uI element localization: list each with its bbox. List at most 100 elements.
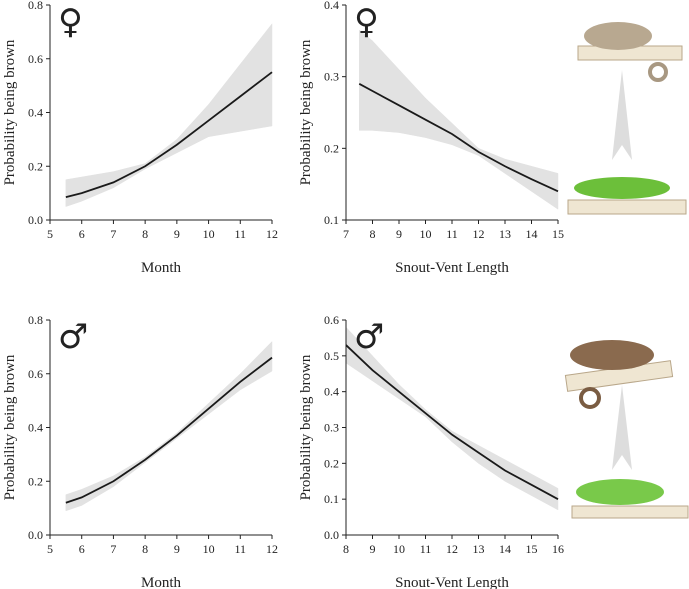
x-tick-label: 11 bbox=[446, 227, 458, 241]
y-axis-label: Probability being brown bbox=[2, 39, 18, 185]
confidence-band bbox=[425, 409, 453, 443]
x-tick-label: 7 bbox=[110, 227, 116, 241]
x-tick-label: 12 bbox=[266, 227, 278, 241]
sex-symbol: ♀ bbox=[58, 2, 83, 42]
confidence-band bbox=[65, 176, 82, 207]
y-tick-label: 0.5 bbox=[324, 349, 339, 363]
y-tick-label: 0.0 bbox=[28, 528, 43, 542]
chameleon-illustrations bbox=[564, 22, 689, 519]
confidence-band bbox=[113, 456, 146, 488]
y-tick-label: 0.6 bbox=[28, 52, 43, 66]
x-tick-label: 14 bbox=[526, 227, 538, 241]
confidence-band bbox=[478, 147, 506, 174]
confidence-band bbox=[398, 68, 426, 138]
y-axis-label: Probability being brown bbox=[298, 354, 314, 500]
x-tick-label: 13 bbox=[499, 227, 511, 241]
y-tick-label: 0.0 bbox=[324, 528, 339, 542]
confidence-band bbox=[478, 444, 506, 482]
x-tick-label: 11 bbox=[235, 542, 247, 556]
x-tick-label: 7 bbox=[110, 542, 116, 556]
confidence-band bbox=[144, 138, 178, 170]
y-tick-label: 0.1 bbox=[324, 213, 339, 227]
x-tick-label: 13 bbox=[473, 542, 485, 556]
y-tick-label: 0.4 bbox=[324, 385, 339, 399]
x-tick-label: 9 bbox=[174, 542, 180, 556]
x-tick-label: 15 bbox=[552, 227, 564, 241]
confidence-band bbox=[113, 163, 146, 189]
x-tick-label: 6 bbox=[79, 227, 85, 241]
x-tick-label: 12 bbox=[473, 227, 485, 241]
x-tick-label: 9 bbox=[370, 542, 376, 556]
chameleon-green bbox=[576, 479, 664, 505]
x-tick-label: 8 bbox=[142, 227, 148, 241]
confidence-band bbox=[451, 122, 479, 156]
ruler bbox=[571, 505, 689, 519]
chameleon-tail bbox=[648, 62, 668, 82]
x-tick-label: 11 bbox=[420, 542, 432, 556]
y-tick-label: 0.2 bbox=[324, 141, 339, 155]
x-tick-label: 10 bbox=[393, 542, 405, 556]
x-tick-label: 15 bbox=[526, 542, 538, 556]
confidence-band bbox=[240, 340, 273, 391]
confidence-band bbox=[451, 430, 479, 464]
y-tick-label: 0.4 bbox=[28, 421, 43, 435]
x-tick-label: 5 bbox=[47, 542, 53, 556]
y-tick-label: 0.2 bbox=[324, 456, 339, 470]
y-tick-label: 0.0 bbox=[28, 213, 43, 227]
x-tick-label: 7 bbox=[343, 227, 349, 241]
confidence-band bbox=[359, 29, 373, 131]
x-tick-label: 16 bbox=[552, 542, 564, 556]
confidence-band bbox=[176, 402, 209, 439]
x-tick-label: 9 bbox=[174, 227, 180, 241]
confidence-band bbox=[81, 475, 114, 506]
x-axis-label: Month bbox=[141, 260, 182, 276]
chameleon-brown bbox=[570, 340, 654, 370]
sex-symbol: ♂ bbox=[58, 317, 88, 357]
x-tick-label: 8 bbox=[343, 542, 349, 556]
x-axis-label: Snout-Vent Length bbox=[395, 575, 509, 589]
y-tick-label: 0.4 bbox=[28, 106, 43, 120]
x-tick-label: 10 bbox=[203, 542, 215, 556]
arrow bbox=[612, 70, 632, 160]
y-tick-label: 0.2 bbox=[28, 474, 43, 488]
confidence-band bbox=[531, 165, 559, 210]
line bbox=[358, 83, 559, 193]
arrow bbox=[612, 385, 632, 470]
sex-symbol: ♂ bbox=[354, 317, 384, 357]
y-axis-label: Probability being brown bbox=[2, 354, 18, 500]
y-tick-label: 0.2 bbox=[28, 159, 43, 173]
x-tick-label: 10 bbox=[420, 227, 432, 241]
line bbox=[65, 356, 273, 504]
chameleon-green bbox=[574, 177, 670, 199]
x-axis-label: Month bbox=[141, 575, 182, 589]
y-axis-label: Probability being brown bbox=[298, 39, 314, 185]
line bbox=[65, 71, 273, 199]
confidence-band bbox=[208, 373, 241, 415]
x-tick-label: 12 bbox=[446, 542, 458, 556]
x-axis-label: Snout-Vent Length bbox=[395, 260, 509, 276]
sex-symbol: ♀ bbox=[354, 2, 379, 42]
x-tick-label: 8 bbox=[370, 227, 376, 241]
chameleon-brown bbox=[584, 22, 652, 50]
x-tick-label: 5 bbox=[47, 227, 53, 241]
x-tick-label: 12 bbox=[266, 542, 278, 556]
y-tick-label: 0.6 bbox=[324, 313, 339, 327]
y-tick-label: 0.4 bbox=[324, 0, 339, 12]
y-tick-label: 0.1 bbox=[324, 492, 339, 506]
x-tick-label: 11 bbox=[235, 227, 247, 241]
confidence-band bbox=[81, 171, 114, 202]
y-tick-label: 0.8 bbox=[28, 313, 43, 327]
confidence-band bbox=[176, 103, 209, 154]
x-tick-label: 6 bbox=[79, 542, 85, 556]
chameleon-tail bbox=[579, 387, 601, 409]
confidence-band bbox=[398, 383, 426, 418]
y-tick-label: 0.3 bbox=[324, 70, 339, 84]
y-tick-label: 0.3 bbox=[324, 421, 339, 435]
confidence-band bbox=[504, 158, 532, 192]
confidence-band bbox=[372, 355, 400, 400]
y-tick-label: 0.6 bbox=[28, 367, 43, 381]
x-tick-label: 14 bbox=[499, 542, 511, 556]
y-tick-label: 0.8 bbox=[28, 0, 43, 12]
x-tick-label: 10 bbox=[203, 227, 215, 241]
